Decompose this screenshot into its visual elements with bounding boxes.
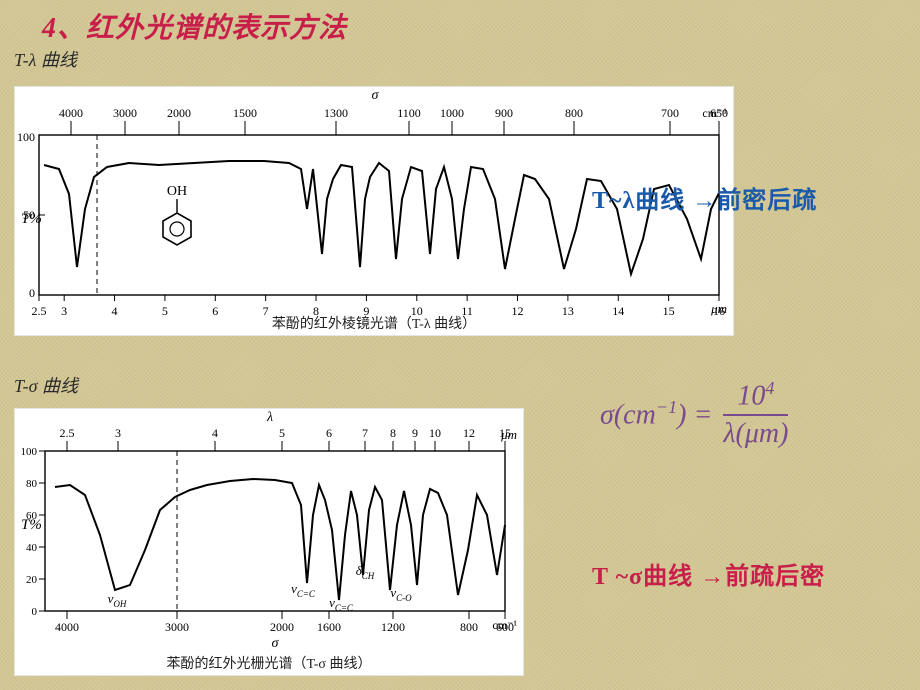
svg-text:4000: 4000 — [59, 106, 83, 120]
page-title: 4、红外光谱的表示方法 — [42, 6, 347, 46]
chart1-top-label: σ — [372, 88, 380, 103]
svg-text:2000: 2000 — [167, 106, 191, 120]
svg-text:νOH: νOH — [108, 591, 127, 609]
svg-text:1100: 1100 — [397, 106, 421, 120]
svg-text:4: 4 — [212, 426, 218, 440]
svg-text:νC=C: νC=C — [329, 595, 354, 613]
chart1-ylabel: T% — [21, 211, 42, 227]
svg-text:3000: 3000 — [165, 620, 189, 634]
svg-text:10: 10 — [429, 426, 441, 440]
formula-exp1: −1 — [656, 397, 677, 417]
chart2-bottom-ticks: 40003000200016001200800600 — [55, 611, 514, 634]
formula-lambda: λ — [723, 418, 735, 449]
svg-text:5: 5 — [279, 426, 285, 440]
chart2-caption: 苯酚的红外光栅光谱（T-σ 曲线） — [15, 653, 523, 673]
formula-um: (μm) — [736, 418, 789, 449]
subtitle-t-lambda: T-λ 曲线 — [14, 46, 77, 72]
svg-text:2000: 2000 — [270, 620, 294, 634]
chart1-frame — [39, 135, 719, 295]
formula-4: 4 — [765, 378, 774, 398]
svg-text:7: 7 — [362, 426, 368, 440]
chart1-spectrum — [44, 161, 719, 274]
chart1-ytick2: 100 — [17, 130, 35, 144]
annot-bot-suf: 前疏后密 — [725, 564, 825, 590]
chart-t-sigma: λ 2.53456789101215 μm 020406080100 T% νO… — [14, 408, 524, 676]
formula-cm: (cm — [614, 399, 656, 430]
annotation-sigma: T ~σ曲线 →前疏后密 — [592, 556, 825, 591]
phenol-oh-label: OH — [167, 184, 187, 199]
chart2-peak-labels: νOHνC=CνC=CδCHνC-O — [108, 563, 413, 613]
annot-top-arrow: → — [685, 188, 717, 214]
phenol-structure: OH — [163, 184, 191, 245]
chart2-bottom-unit: cm⁻¹ — [492, 618, 517, 632]
svg-text:1300: 1300 — [324, 106, 348, 120]
svg-text:80: 80 — [26, 478, 38, 490]
formula-10: 10 — [737, 380, 765, 411]
chart1-caption: 苯酚的红外棱镜光谱（T-λ 曲线） — [15, 313, 733, 333]
subtitle-t-sigma: T-σ 曲线 — [14, 372, 78, 398]
svg-text:1000: 1000 — [440, 106, 464, 120]
svg-text:1600: 1600 — [317, 620, 341, 634]
formula-sigma: σ — [600, 399, 614, 430]
svg-text:800: 800 — [565, 106, 583, 120]
svg-text:νC=C: νC=C — [291, 581, 316, 599]
chart2-top-ticks: 2.53456789101215 — [60, 426, 512, 451]
svg-text:1500: 1500 — [233, 106, 257, 120]
svg-text:6: 6 — [326, 426, 332, 440]
svg-text:40: 40 — [26, 542, 38, 554]
chart1-ytick0: 0 — [29, 286, 35, 300]
svg-text:12: 12 — [463, 426, 475, 440]
chart2-svg: λ 2.53456789101215 μm 020406080100 T% νO… — [15, 409, 525, 677]
annot-bot-arrow: → — [693, 564, 725, 590]
svg-text:900: 900 — [495, 106, 513, 120]
chart2-top-unit: μm — [500, 427, 517, 442]
svg-text:100: 100 — [21, 446, 38, 458]
chart1-top-unit: cm⁻¹ — [702, 106, 727, 120]
svg-text:νC-O: νC-O — [390, 585, 412, 603]
annot-bot-pre: T ~σ曲线 — [592, 564, 693, 590]
chart2-bottom-label: σ — [272, 636, 280, 651]
svg-text:800: 800 — [460, 620, 478, 634]
svg-text:8: 8 — [390, 426, 396, 440]
svg-text:20: 20 — [26, 574, 38, 586]
formula-eq: ) = — [677, 399, 712, 430]
annot-top-pre: T~λ曲线 — [592, 188, 685, 214]
conversion-formula: σ(cm−1) = 104 λ(μm) — [600, 378, 788, 450]
chart2-top-label: λ — [266, 410, 273, 425]
svg-text:0: 0 — [32, 606, 38, 618]
svg-text:3000: 3000 — [113, 106, 137, 120]
chart1-top-ticks: 4000300020001500130011001000900800700650 — [59, 106, 728, 135]
svg-text:3: 3 — [115, 426, 121, 440]
svg-text:9: 9 — [412, 426, 418, 440]
chart2-spectrum — [55, 479, 505, 600]
svg-text:1200: 1200 — [381, 620, 405, 634]
chart2-ylabel: T% — [21, 517, 42, 533]
svg-text:δCH: δCH — [356, 563, 375, 581]
svg-text:2.5: 2.5 — [60, 426, 75, 440]
annot-top-suf: 前密后疏 — [717, 188, 817, 214]
svg-text:4000: 4000 — [55, 620, 79, 634]
annotation-lambda: T~λ曲线 →前密后疏 — [592, 180, 817, 215]
svg-text:700: 700 — [661, 106, 679, 120]
